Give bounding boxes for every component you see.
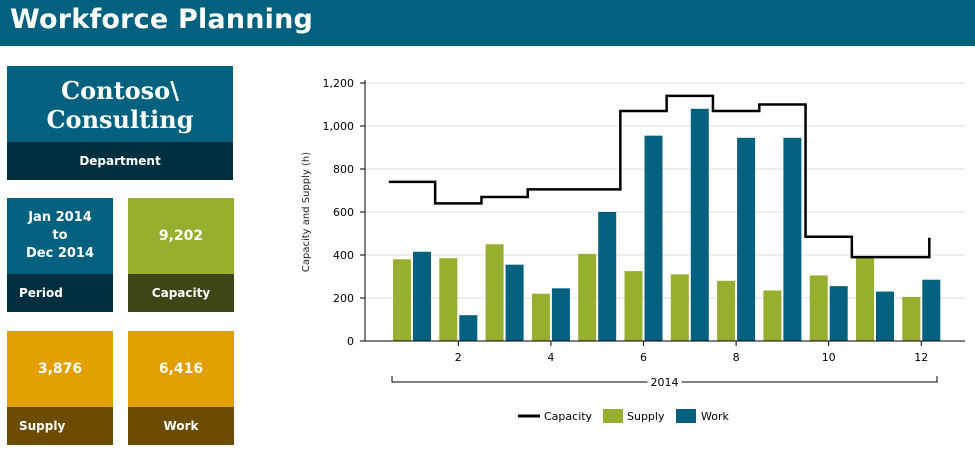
y-tick-label: 1,000 [323,120,355,133]
work-bar [876,291,894,341]
supply-bar [809,275,828,341]
x-tick-label: 2 [455,351,462,364]
work-bar [922,279,941,341]
y-tick-label: 400 [333,249,354,262]
legend-capacity-label: Capacity [544,410,593,423]
chart-axes [360,80,965,389]
chart-legend[interactable]: Capacity Supply Work [518,409,729,423]
y-tick-label: 0 [347,335,354,348]
capacity-label: Capacity [128,274,234,312]
work-bar [783,137,802,341]
work-bar [551,288,570,341]
period-label: Period [7,274,113,312]
y-tick-label: 200 [333,292,354,305]
work-value: 6,416 [128,331,234,407]
supply-bar [393,259,411,341]
period-value: Jan 2014 to Dec 2014 [7,198,113,274]
work-tile[interactable]: 6,416 Work [128,331,234,445]
x-axis-title: 2014 [651,376,679,389]
supply-bar [485,244,504,341]
supply-bar [902,296,921,341]
legend-supply-label: Supply [627,410,665,423]
supply-bar [531,293,550,341]
y-tick-label: 600 [333,206,354,219]
legend-supply-swatch [603,409,623,423]
period-tile[interactable]: Jan 2014 to Dec 2014 Period [7,198,113,312]
y-axis-title: Capacity and Supply (h) [301,152,312,272]
work-bar [737,137,756,341]
supply-bar [856,257,874,341]
work-bar [459,315,478,341]
capacity-series [388,94,931,259]
capacity-line [388,94,931,259]
supply-bar [670,274,689,341]
capacity-tile[interactable]: 9,202 Capacity [128,198,234,312]
legend-work-swatch [676,409,696,423]
chart-labels: 0 200 400 600 800 1,000 1,200 2 4 6 8 10 12 Capacity … [301,77,928,389]
year-label-bg [647,375,682,389]
work-bar [644,135,663,341]
x-tick-label: 8 [733,351,740,364]
work-bar [829,286,848,341]
x-tick-label: 4 [547,351,554,364]
legend-work-label: Work [701,410,729,423]
department-tile[interactable]: Contoso\ Consulting Department [7,66,233,180]
supply-bar [717,280,736,341]
supply-tile[interactable]: 3,876 Supply [7,331,113,445]
header-bar: Workforce Planning [0,0,975,46]
department-value: Contoso\ Consulting [7,66,233,142]
department-label: Department [7,142,233,180]
work-label: Work [128,407,234,445]
x-tick-label: 6 [640,351,647,364]
work-bar [505,264,524,341]
work-bar [598,212,617,341]
work-bar [690,108,709,341]
page-title: Workforce Planning [10,4,314,35]
y-tick-label: 800 [333,163,354,176]
chart-bars [393,108,941,341]
supply-bar [439,258,458,341]
capacity-value: 9,202 [128,198,234,274]
supply-value: 3,876 [7,331,113,407]
x-tick-label: 12 [914,351,928,364]
supply-bar [578,253,597,341]
x-tick-label: 10 [822,351,836,364]
supply-bar [763,290,782,341]
supply-bar [624,271,643,341]
y-tick-label: 1,200 [323,77,355,90]
workforce-chart[interactable]: 0 200 400 600 800 1,000 1,200 2 4 6 8 10 12 Capacity … [290,60,970,440]
work-bar [413,251,431,341]
supply-label: Supply [7,407,113,445]
